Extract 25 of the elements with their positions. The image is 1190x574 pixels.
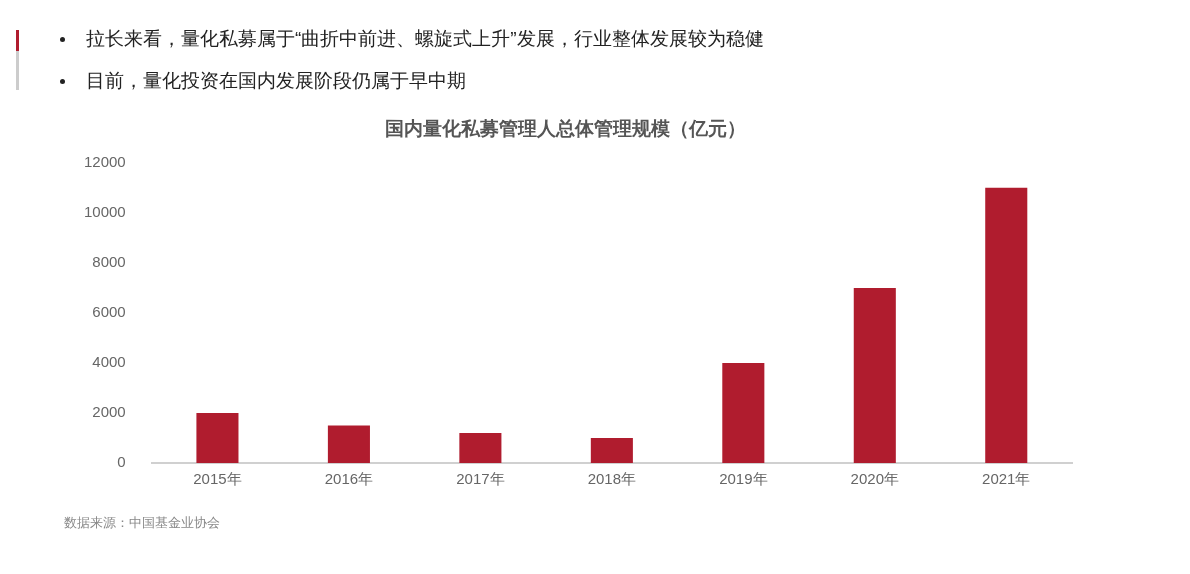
y-tick-label: 12000: [83, 152, 126, 170]
y-tick-label: 6000: [92, 303, 126, 321]
bar: [985, 187, 1028, 463]
y-tick-label: 2000: [92, 403, 126, 421]
text: 目前，量化投资在国内发展阶段仍属于早中期: [86, 69, 466, 93]
text: 拉长来看，量化私募属于“曲折中前进、螺旋式上升”发展，行业整体发展较为稳健: [86, 27, 764, 51]
x-tick-label: 2018年: [587, 470, 637, 488]
bar: [853, 287, 896, 463]
y-tick-label: 8000: [92, 253, 126, 271]
y-tick-label: 10000: [83, 202, 126, 220]
chart-title: 国内量化私募管理人总体管理规模（亿元）: [384, 117, 746, 139]
source-note: 数据来源：中国基金业协会: [63, 514, 221, 532]
x-tick-label: 2021年: [982, 470, 1031, 488]
bar: [590, 437, 633, 463]
x-tick-label: 2016年: [324, 470, 374, 488]
y-tick-label: 4000: [92, 353, 126, 371]
x-tick-label: 2017年: [456, 470, 505, 488]
x-tick-label: 2020年: [850, 470, 899, 488]
x-tick-label: 2019年: [719, 470, 768, 488]
bar: [722, 362, 765, 463]
bar: [196, 412, 239, 463]
x-tick-label: 2015年: [193, 470, 242, 488]
bar: [459, 432, 502, 463]
bar: [327, 425, 370, 463]
y-tick-label: 0: [117, 453, 126, 471]
